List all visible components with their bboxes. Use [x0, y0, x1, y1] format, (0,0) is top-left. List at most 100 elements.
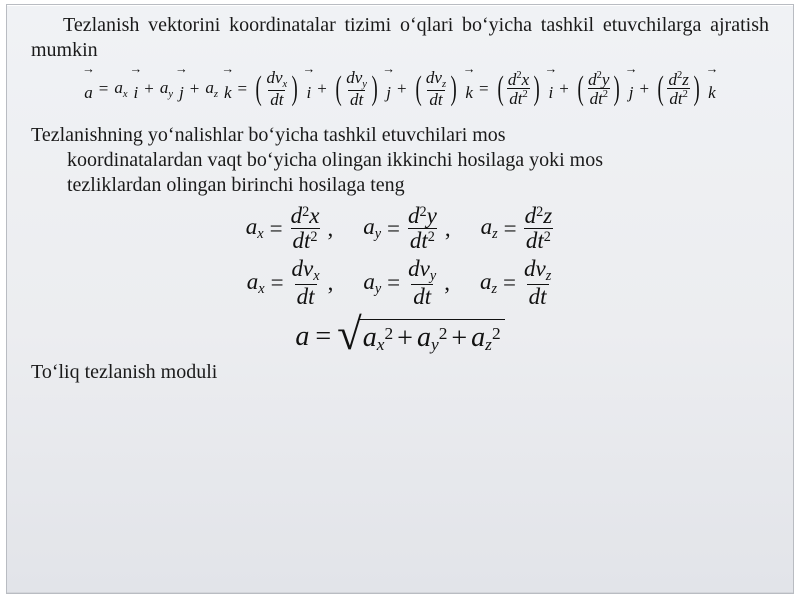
sup-2: 2: [603, 89, 608, 100]
paren-d2z: ( d2z dt2 ): [655, 70, 702, 109]
equals: =: [271, 270, 284, 296]
plus: +: [144, 79, 154, 99]
a: a: [363, 214, 375, 239]
d: d: [346, 68, 355, 87]
k-vector: k: [224, 75, 232, 103]
t: t: [438, 90, 443, 109]
intro-text: Tezlanish vektorini koordinatalar tizimi…: [31, 13, 769, 63]
sup-2: 2: [384, 324, 393, 343]
d: d: [524, 256, 536, 281]
sub-y: y: [375, 226, 381, 242]
term-az: a: [205, 78, 214, 97]
equals: =: [479, 79, 489, 99]
sup-2: 2: [420, 204, 427, 220]
d: d: [408, 256, 420, 281]
equals: =: [99, 79, 109, 99]
d: d: [529, 284, 541, 309]
v: v: [420, 256, 430, 281]
v: v: [434, 68, 442, 87]
frac-d2x: d2x dt2: [289, 204, 322, 253]
outro-text: To‘liq tezlanish moduli: [31, 361, 769, 384]
sub-x: x: [123, 89, 128, 100]
frac-d2y: d2y dt2: [406, 204, 439, 253]
v: v: [275, 68, 283, 87]
sub-y: y: [431, 335, 439, 354]
frac-d2z: d2z dt2: [523, 204, 555, 253]
j-vector: j: [386, 75, 391, 103]
a: a: [417, 322, 431, 353]
j-vector: j: [179, 75, 184, 103]
comma: ,: [327, 216, 333, 242]
a: a: [363, 322, 377, 353]
frac-dvz: dvz dt: [522, 257, 553, 309]
d: d: [408, 203, 420, 228]
sub-y: y: [362, 79, 367, 90]
t: t: [425, 284, 431, 309]
comma: ,: [328, 270, 334, 296]
equation-vector-decomposition: a = ax i + ay j + az k = ( dvx dt ) i +: [31, 69, 769, 109]
equals: =: [504, 216, 517, 242]
equals: =: [270, 216, 283, 242]
sup-2: 2: [523, 89, 528, 100]
equation-modulus: a = √ ax2 + ay2 + az2: [31, 319, 769, 355]
frac-dvx: dvx dt: [290, 257, 322, 309]
x: x: [522, 70, 530, 89]
a: a: [295, 321, 309, 353]
plus: +: [447, 323, 471, 355]
equation-second-derivatives: ax = d2x dt2 , ay = d2y dt2 , az = d2z d…: [31, 204, 769, 253]
d: d: [292, 256, 304, 281]
d: d: [270, 90, 279, 109]
sub-x: x: [257, 226, 263, 242]
term-ax: a: [114, 78, 123, 97]
sub-z: z: [546, 268, 552, 284]
i-vector: i: [549, 75, 554, 103]
d: d: [413, 284, 425, 309]
sup-2: 2: [492, 324, 501, 343]
a: a: [471, 322, 485, 353]
sub-z: z: [214, 89, 218, 100]
d: d: [588, 70, 597, 89]
z: z: [682, 70, 689, 89]
a: a: [481, 214, 493, 239]
a: a: [363, 269, 375, 294]
j-vector: j: [629, 75, 634, 103]
plus: +: [397, 79, 407, 99]
square-root: √ ax2 + ay2 + az2: [337, 319, 504, 355]
d: d: [266, 68, 275, 87]
d: d: [525, 203, 537, 228]
mid-text: Tezlanishning yo‘nalishlar bo‘yicha tash…: [31, 123, 769, 198]
sup-2: 2: [310, 229, 317, 245]
equals: =: [387, 270, 400, 296]
paren-d2x: ( d2x dt2 ): [495, 70, 543, 109]
plus: +: [393, 323, 417, 355]
d: d: [297, 284, 309, 309]
equation-first-derivatives: ax = dvx dt , ay = dvy dt , az = dvz dt: [31, 257, 769, 309]
d: d: [668, 70, 677, 89]
sup-2: 2: [544, 229, 551, 245]
x: x: [309, 203, 319, 228]
d: d: [509, 89, 518, 108]
z: z: [543, 203, 552, 228]
paren-dvx: ( dvx dt ): [253, 69, 300, 109]
plus: +: [559, 79, 569, 99]
equals: =: [315, 321, 331, 353]
v: v: [535, 256, 545, 281]
plus: +: [317, 79, 327, 99]
equals: =: [387, 216, 400, 242]
t: t: [358, 90, 363, 109]
a: a: [246, 214, 258, 239]
k-vector: k: [465, 75, 473, 103]
sub-z: z: [491, 281, 497, 297]
d: d: [669, 89, 678, 108]
frac-dvy: dvy dt: [406, 257, 438, 309]
sub-z: z: [492, 226, 498, 242]
v: v: [303, 256, 313, 281]
i-vector: i: [134, 75, 139, 103]
a: a: [247, 269, 259, 294]
sub-x: x: [258, 281, 264, 297]
slide-panel: Tezlanish vektorini koordinatalar tizimi…: [6, 4, 794, 594]
d: d: [590, 89, 599, 108]
sub-z: z: [442, 79, 446, 90]
sup-2: 2: [428, 229, 435, 245]
i-vector: i: [307, 75, 312, 103]
